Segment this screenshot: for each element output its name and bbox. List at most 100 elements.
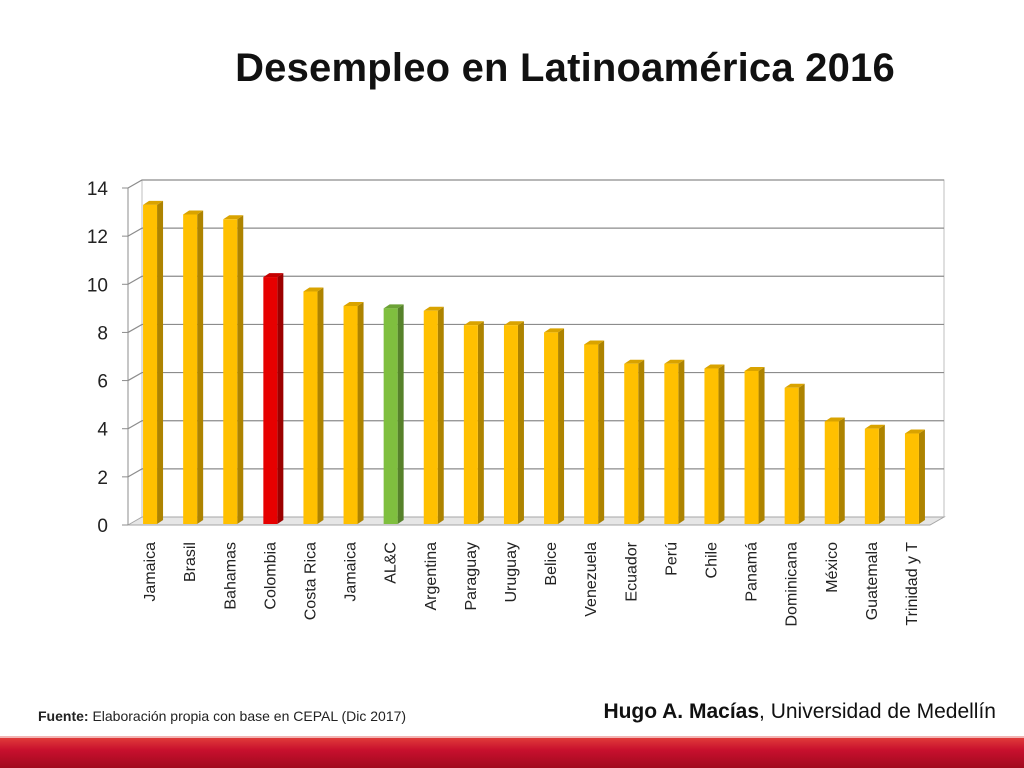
y-tick-label: 14 bbox=[87, 179, 109, 200]
bar-side bbox=[237, 215, 244, 525]
bar-top bbox=[223, 215, 244, 220]
bar-side bbox=[477, 321, 484, 524]
bar-side bbox=[157, 200, 164, 524]
x-category-label: Brasil bbox=[182, 542, 199, 582]
plot-floor bbox=[126, 516, 946, 526]
x-category-label: Belice bbox=[543, 542, 560, 586]
bar-side bbox=[317, 287, 324, 524]
bar-side bbox=[437, 306, 444, 524]
bar bbox=[544, 332, 559, 524]
bar bbox=[223, 219, 238, 525]
bar-top bbox=[664, 359, 685, 364]
bar-top bbox=[864, 424, 885, 429]
bar-side bbox=[798, 383, 805, 524]
bar-top bbox=[784, 383, 805, 388]
bar-top bbox=[904, 429, 925, 434]
bar-side bbox=[517, 321, 524, 524]
bar-side bbox=[838, 417, 845, 524]
bar-top bbox=[503, 321, 524, 326]
bar-side bbox=[638, 359, 645, 524]
x-category-label: Guatemala bbox=[864, 542, 881, 620]
gridline bbox=[127, 323, 944, 333]
y-tick-label: 10 bbox=[87, 275, 108, 296]
x-category-label: Costa Rica bbox=[302, 542, 319, 620]
y-tick-label: 0 bbox=[97, 516, 108, 537]
x-category-label: Trinidad y T bbox=[904, 542, 921, 626]
x-category-label: Paraguay bbox=[463, 542, 480, 611]
y-tick-label: 8 bbox=[97, 323, 108, 344]
bar-top bbox=[343, 301, 364, 306]
author-credit: Hugo A. Macías, Universidad de Medellín bbox=[603, 700, 996, 724]
bar-top bbox=[624, 359, 645, 364]
bar-side bbox=[598, 340, 605, 524]
x-category-label: Bahamas bbox=[222, 542, 239, 610]
bar-top bbox=[463, 321, 484, 326]
bar-top bbox=[824, 417, 845, 422]
author-affiliation: , Universidad de Medellín bbox=[759, 700, 996, 723]
bar bbox=[624, 363, 639, 524]
bar bbox=[904, 433, 919, 524]
bar-side bbox=[878, 424, 885, 524]
x-category-label: Jamaica bbox=[142, 542, 159, 602]
y-tick-label: 2 bbox=[97, 468, 108, 489]
bar bbox=[303, 291, 318, 524]
bar-side bbox=[758, 366, 765, 524]
x-category-label: Argentina bbox=[423, 542, 440, 611]
bar-side bbox=[678, 359, 685, 524]
bar bbox=[824, 421, 839, 524]
unemployment-bar-chart: 0 2 4 6 8 10 12 14 Jamaica Brasil Bahamas Colombia C… bbox=[87, 179, 946, 627]
bar-top bbox=[584, 340, 605, 345]
source-label: Fuente: bbox=[38, 708, 89, 724]
bar bbox=[143, 204, 158, 524]
x-category-label: México bbox=[824, 542, 841, 593]
x-category-label: Ecuador bbox=[623, 541, 640, 601]
x-category-label: Venezuela bbox=[583, 542, 600, 617]
bar-top bbox=[383, 304, 404, 309]
bar bbox=[463, 325, 478, 524]
bar bbox=[183, 214, 198, 524]
bar bbox=[864, 428, 879, 524]
x-category-label: AL&C bbox=[383, 542, 400, 584]
bar-top bbox=[744, 366, 765, 371]
plot-back-wall bbox=[141, 179, 945, 518]
bar bbox=[503, 325, 518, 524]
x-category-label: Panamá bbox=[744, 542, 761, 602]
bar bbox=[664, 363, 679, 524]
bar-top bbox=[263, 273, 284, 278]
bar-top bbox=[704, 364, 725, 369]
y-tick-label: 4 bbox=[97, 420, 108, 441]
bar-top bbox=[423, 306, 444, 311]
bar-side bbox=[357, 301, 364, 524]
gridline bbox=[127, 275, 944, 285]
footer-divider bbox=[0, 736, 1024, 738]
bar-side bbox=[197, 210, 204, 524]
bar-side bbox=[918, 429, 925, 524]
x-category-label: Jamaica bbox=[343, 542, 360, 602]
bar-top bbox=[303, 287, 324, 292]
slide-title: Desempleo en Latinoamérica 2016 bbox=[235, 46, 895, 90]
x-category-label: Perú bbox=[663, 542, 680, 576]
bar bbox=[784, 387, 799, 524]
bar bbox=[263, 277, 278, 524]
bar bbox=[704, 368, 719, 524]
bar bbox=[423, 310, 438, 524]
bar bbox=[584, 344, 599, 524]
x-category-label: Chile bbox=[703, 542, 720, 579]
x-category-label: Uruguay bbox=[503, 542, 520, 602]
bar-side bbox=[397, 304, 404, 524]
x-category-label: Colombia bbox=[262, 542, 279, 610]
bar-side bbox=[558, 328, 565, 524]
author-name: Hugo A. Macías bbox=[603, 700, 760, 723]
bar-top bbox=[143, 200, 164, 205]
bar-top bbox=[183, 210, 204, 215]
gridline bbox=[127, 179, 944, 189]
source-note: Fuente: Elaboración propia con base en C… bbox=[38, 708, 406, 724]
footer-bar bbox=[0, 738, 1024, 768]
gridline bbox=[127, 227, 944, 237]
x-category-label: Dominicana bbox=[784, 542, 801, 627]
y-tick-label: 6 bbox=[97, 372, 108, 393]
source-text: Elaboración propia con base en CEPAL (Di… bbox=[88, 708, 407, 724]
bar bbox=[744, 370, 759, 524]
bar-side bbox=[277, 273, 284, 524]
bar bbox=[383, 308, 398, 524]
